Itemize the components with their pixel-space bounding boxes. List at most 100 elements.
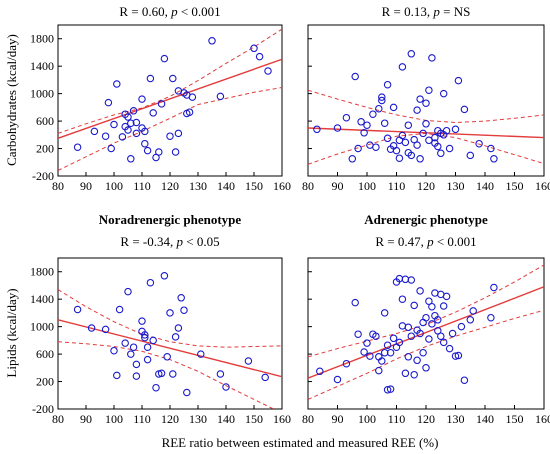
- y-tick-label: 1400: [30, 292, 54, 306]
- data-point: [250, 44, 258, 53]
- fit-lines: [58, 28, 282, 171]
- y-tick-label: 600: [36, 347, 54, 361]
- x-tick-label: 120: [417, 179, 435, 193]
- data-point: [104, 98, 113, 107]
- data-point: [419, 129, 427, 138]
- data-point: [113, 80, 121, 88]
- data-point: [261, 373, 269, 382]
- data-point: [363, 339, 371, 347]
- data-point: [407, 50, 416, 58]
- data-point: [372, 143, 380, 151]
- data-point: [392, 146, 401, 155]
- data-point: [197, 350, 205, 358]
- data-point: [445, 144, 454, 153]
- data-point: [171, 333, 180, 341]
- data-point: [410, 370, 418, 379]
- plot-frame: [307, 257, 545, 410]
- panel-stat-title: R = -0.34, p < 0.05: [120, 234, 219, 249]
- data-point: [208, 37, 216, 45]
- data-point: [460, 376, 469, 384]
- x-tick-label: 160: [535, 179, 550, 193]
- confidence-band-lower: [58, 341, 275, 409]
- data-points: [313, 50, 498, 163]
- data-point: [451, 352, 460, 360]
- data-point: [174, 129, 183, 138]
- x-tick-label: 110: [133, 412, 151, 426]
- y-tick-label: 1000: [30, 87, 54, 101]
- data-point: [454, 76, 463, 85]
- data-point: [127, 155, 135, 163]
- data-point: [445, 344, 454, 353]
- x-tick-label: 110: [388, 179, 406, 193]
- y-axis-label-lipids: Lipids (kcal/day): [4, 288, 19, 377]
- x-tick-label: 120: [161, 412, 179, 426]
- data-point: [143, 343, 152, 351]
- stat-r: R = 0.13,: [382, 4, 434, 19]
- data-point: [360, 129, 368, 137]
- confidence-band-upper: [58, 28, 282, 134]
- data-point: [169, 370, 177, 378]
- x-tick-label: 140: [476, 179, 494, 193]
- data-point: [216, 370, 225, 378]
- data-point: [333, 375, 342, 384]
- stat-p-symbol: p: [426, 234, 434, 249]
- data-point: [454, 351, 463, 360]
- data-point: [141, 139, 149, 148]
- panel-heading: Noradrenergic phenotype: [99, 212, 242, 227]
- plot-frame: [57, 257, 283, 410]
- data-point: [469, 307, 477, 315]
- x-tick-label: 130: [447, 179, 465, 193]
- data-point: [419, 348, 427, 357]
- data-point: [428, 320, 436, 328]
- data-point: [369, 110, 377, 118]
- data-point: [383, 134, 392, 143]
- stat-p-value: < 0.001: [178, 4, 221, 19]
- x-tick-label: 150: [245, 412, 263, 426]
- y-tick-label: 1800: [30, 265, 54, 279]
- data-point: [378, 93, 386, 101]
- x-tick-label: 90: [332, 179, 344, 193]
- panel-carbohydrates-adrenergic: 80 90 100 110 120 130 140 150 160 R = 0.13, p = N…: [302, 4, 550, 193]
- data-point: [416, 329, 424, 338]
- data-point: [439, 302, 448, 310]
- x-tick-label: 100: [358, 412, 376, 426]
- data-point: [115, 305, 124, 314]
- stat-p-symbol: p: [432, 4, 440, 19]
- data-point: [386, 385, 395, 393]
- panel-stat-title: R = 0.47, p < 0.001: [375, 234, 476, 249]
- data-point: [404, 121, 413, 129]
- data-point: [132, 372, 141, 380]
- y-tick-label: 1400: [30, 59, 54, 73]
- data-point: [375, 104, 383, 113]
- plot-frame: [57, 24, 283, 177]
- data-point: [138, 95, 146, 103]
- data-point: [363, 121, 371, 129]
- data-point: [380, 309, 389, 317]
- data-point: [141, 331, 149, 339]
- y-tick-label: 1800: [30, 32, 54, 46]
- data-point: [354, 144, 362, 153]
- data-point: [177, 294, 185, 302]
- data-point: [392, 343, 401, 351]
- data-point: [244, 357, 253, 365]
- data-point: [434, 316, 442, 324]
- data-point: [127, 350, 135, 358]
- data-point: [149, 109, 157, 117]
- data-point: [160, 54, 169, 63]
- data-point: [348, 155, 357, 163]
- data-point: [351, 298, 359, 307]
- regression-line: [308, 286, 544, 379]
- data-point: [398, 131, 407, 140]
- data-point: [316, 367, 324, 376]
- data-point: [143, 355, 152, 364]
- data-point: [398, 295, 407, 303]
- data-point: [155, 370, 163, 378]
- data-point: [101, 132, 110, 140]
- x-tick-label: 160: [535, 412, 550, 426]
- data-point: [366, 141, 374, 149]
- data-point: [87, 324, 96, 332]
- data-point: [490, 283, 498, 292]
- y-tick-label: -200: [32, 169, 54, 183]
- data-point: [132, 118, 141, 127]
- x-tick-label: 110: [388, 412, 406, 426]
